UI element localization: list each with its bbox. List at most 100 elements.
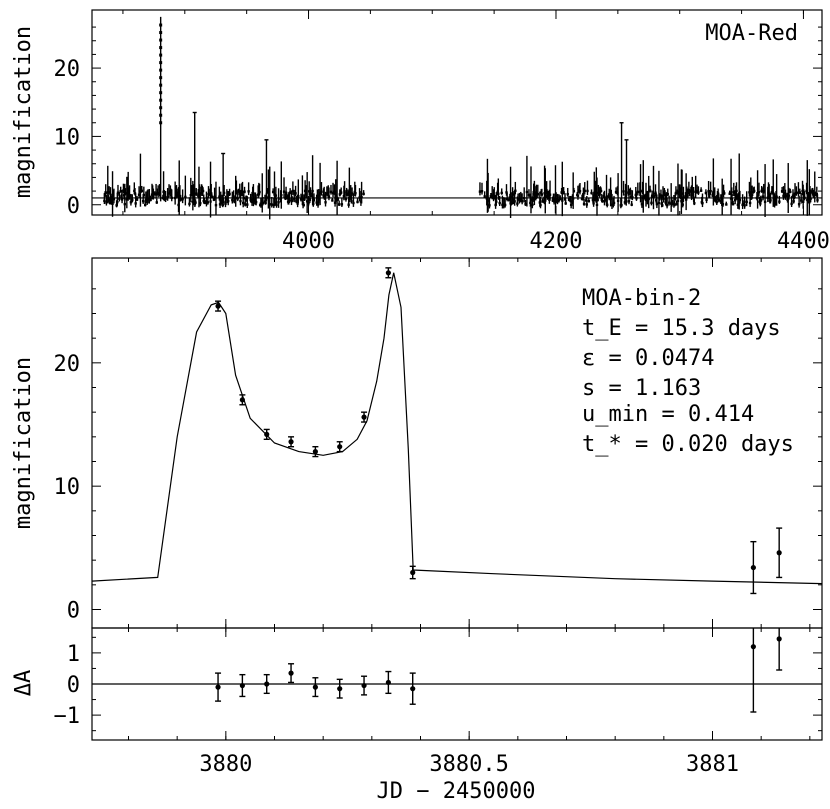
top-data-point: [688, 192, 691, 196]
top-data-point: [606, 203, 609, 207]
top-data-point: [760, 189, 763, 193]
top-data-point: [593, 191, 596, 195]
top-data-point: [302, 204, 305, 207]
top-data-point: [815, 192, 819, 196]
top-data-point: [338, 193, 342, 196]
top-data-point: [544, 195, 548, 198]
top-data-point: [104, 191, 107, 195]
middle-panel-label: MOA-bin-2: [582, 286, 701, 311]
top-data-point: [339, 191, 343, 194]
top-data-point: [735, 189, 738, 193]
top-data-point: [759, 202, 762, 205]
bottom-ticks: 3880 3880.5 3881 −1 0 1: [54, 628, 822, 777]
top-data-point: [510, 202, 514, 205]
top-data-point: [347, 203, 350, 206]
bottom-data-point: [239, 682, 245, 689]
top-data-point: [194, 201, 197, 204]
top-data-point: [531, 203, 534, 207]
top-data-point: [352, 201, 355, 205]
top-data-point: [631, 196, 634, 199]
top-data-point: [195, 192, 198, 195]
top-data-point: [152, 195, 155, 198]
top-data-point: [675, 202, 678, 206]
top-data-point: [258, 190, 261, 194]
top-data-point: [793, 192, 797, 196]
top-data-point: [144, 203, 147, 207]
top-data-point: [244, 203, 247, 206]
top-data-point: [237, 190, 240, 193]
top-data-point: [170, 196, 173, 200]
top-data-point: [502, 203, 505, 207]
top-data-point: [684, 198, 688, 201]
top-data-point: [325, 192, 329, 195]
top-data-point: [305, 200, 309, 203]
param-line-4: u_min = 0.414: [582, 402, 754, 427]
top-data-point: [748, 201, 752, 205]
top-data-point: [673, 203, 676, 207]
top-data-point: [294, 192, 297, 195]
top-data-point: [316, 194, 319, 198]
middle-panel: 0 10 20 MOA-bin-2 t_E = 15.3 days ε = 0.04…: [11, 257, 823, 629]
top-y-tick-label: 0: [67, 194, 80, 219]
top-data-point: [750, 193, 754, 197]
top-data-point: [541, 200, 544, 203]
top-data-point: [129, 201, 133, 204]
top-data-point: [320, 190, 323, 193]
top-data-point: [242, 196, 246, 200]
top-data-point: [303, 197, 306, 201]
top-data-point: [592, 202, 595, 205]
top-data-point: [333, 201, 337, 204]
top-data-point: [329, 190, 333, 194]
top-data-point: [716, 192, 720, 195]
top-data-point: [639, 190, 642, 193]
top-data-point: [694, 190, 697, 193]
bottom-x-tick-label: 3880.5: [429, 752, 508, 777]
top-data-point: [527, 193, 531, 197]
top-data-point: [566, 192, 569, 196]
top-data-point: [585, 203, 588, 206]
top-data-point: [709, 189, 712, 193]
top-data-point: [225, 197, 229, 201]
top-data-point: [167, 192, 171, 195]
top-data-point: [761, 195, 765, 198]
top-data-point: [519, 198, 522, 201]
top-data-point: [222, 200, 225, 204]
top-ticks: 4000 4200 4400 0 10 20: [54, 10, 830, 254]
top-data-point: [769, 199, 772, 202]
top-data-point: [119, 189, 122, 193]
top-data-point: [614, 190, 618, 194]
top-data-point: [156, 192, 160, 195]
top-data-point: [312, 202, 315, 206]
param-line-5: t_* = 0.020 days: [582, 432, 794, 457]
top-data-point: [697, 191, 700, 194]
top-data-point: [715, 200, 718, 204]
bottom-y-axis-label: ΔA: [11, 670, 36, 697]
top-data-point: [812, 194, 815, 197]
top-data-point: [348, 191, 351, 194]
top-data-point: [315, 201, 318, 204]
top-data-point: [135, 198, 139, 201]
top-data-point: [661, 204, 664, 207]
top-data-point: [630, 203, 633, 206]
top-data-point: [587, 200, 591, 203]
middle-y-tick-label: 0: [67, 599, 80, 624]
top-data-point: [665, 204, 669, 207]
top-data-point: [505, 197, 509, 201]
top-data-point: [741, 203, 744, 206]
bottom-x-tick-label: 3880: [199, 752, 252, 777]
x-axis-label: JD − 2450000: [377, 779, 536, 804]
top-data-point: [173, 196, 177, 200]
bottom-data-point: [410, 686, 416, 692]
top-data-point: [334, 194, 337, 197]
top-data-point: [775, 195, 778, 198]
top-data-point: [814, 193, 817, 196]
top-data-point: [337, 203, 341, 206]
top-data-point: [663, 193, 667, 196]
top-data-point: [797, 203, 801, 206]
top-data-point: [203, 201, 207, 205]
top-data-point: [199, 202, 202, 205]
top-data-point: [809, 197, 812, 200]
top-x-tick-label: 4400: [777, 229, 830, 254]
top-data-point: [116, 191, 120, 194]
top-data-point: [495, 200, 498, 203]
